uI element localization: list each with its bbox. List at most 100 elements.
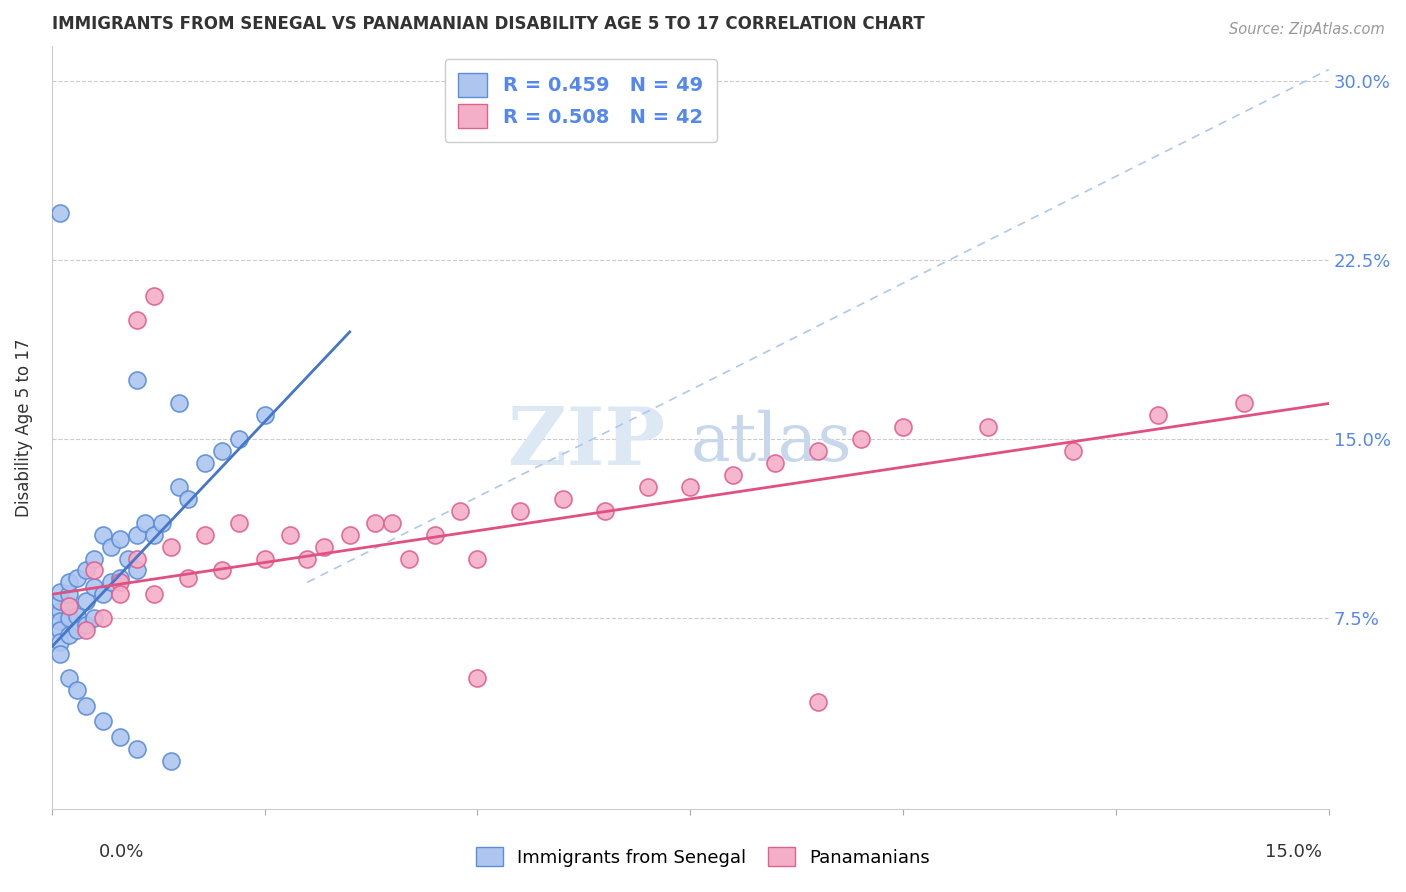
Point bbox=[977, 420, 1000, 434]
Point bbox=[423, 527, 446, 541]
Point bbox=[108, 533, 131, 547]
Point bbox=[169, 396, 191, 410]
Point bbox=[1147, 409, 1170, 423]
Text: Source: ZipAtlas.com: Source: ZipAtlas.com bbox=[1229, 22, 1385, 37]
Point bbox=[160, 540, 183, 554]
Text: 15.0%: 15.0% bbox=[1264, 843, 1322, 861]
Point bbox=[91, 714, 114, 728]
Point bbox=[117, 551, 139, 566]
Point bbox=[849, 432, 872, 446]
Point bbox=[66, 623, 89, 637]
Point bbox=[637, 480, 659, 494]
Point bbox=[551, 491, 574, 506]
Legend: R = 0.459   N = 49, R = 0.508   N = 42: R = 0.459 N = 49, R = 0.508 N = 42 bbox=[444, 59, 717, 142]
Point bbox=[91, 527, 114, 541]
Point bbox=[211, 444, 233, 458]
Point bbox=[66, 608, 89, 623]
Point bbox=[66, 682, 89, 697]
Point bbox=[364, 516, 387, 530]
Point bbox=[58, 611, 80, 625]
Point bbox=[339, 527, 361, 541]
Point bbox=[721, 468, 744, 483]
Point bbox=[381, 516, 404, 530]
Point bbox=[295, 551, 318, 566]
Point bbox=[160, 754, 183, 768]
Point bbox=[1233, 396, 1256, 410]
Point bbox=[142, 527, 165, 541]
Point bbox=[58, 575, 80, 590]
Point bbox=[142, 289, 165, 303]
Point bbox=[228, 516, 250, 530]
Point bbox=[467, 671, 489, 685]
Point bbox=[314, 540, 336, 554]
Point bbox=[100, 540, 122, 554]
Point bbox=[49, 585, 72, 599]
Point bbox=[1062, 444, 1084, 458]
Point bbox=[398, 551, 420, 566]
Point bbox=[194, 456, 217, 470]
Point bbox=[278, 527, 301, 541]
Text: 0.0%: 0.0% bbox=[98, 843, 143, 861]
Point bbox=[177, 571, 200, 585]
Point bbox=[449, 504, 471, 518]
Point bbox=[142, 587, 165, 601]
Point bbox=[58, 671, 80, 685]
Point bbox=[58, 628, 80, 642]
Text: IMMIGRANTS FROM SENEGAL VS PANAMANIAN DISABILITY AGE 5 TO 17 CORRELATION CHART: IMMIGRANTS FROM SENEGAL VS PANAMANIAN DI… bbox=[52, 15, 925, 33]
Point bbox=[253, 551, 276, 566]
Point bbox=[194, 527, 217, 541]
Point bbox=[100, 575, 122, 590]
Point bbox=[509, 504, 531, 518]
Point bbox=[66, 571, 89, 585]
Point bbox=[108, 587, 131, 601]
Point bbox=[58, 599, 80, 614]
Point bbox=[83, 564, 105, 578]
Point bbox=[763, 456, 786, 470]
Point bbox=[83, 551, 105, 566]
Point bbox=[134, 516, 156, 530]
Point bbox=[807, 444, 830, 458]
Point bbox=[125, 564, 148, 578]
Point bbox=[467, 551, 489, 566]
Point bbox=[75, 618, 97, 632]
Point bbox=[58, 587, 80, 601]
Point bbox=[49, 594, 72, 608]
Text: ZIP: ZIP bbox=[508, 403, 665, 482]
Point bbox=[75, 564, 97, 578]
Point bbox=[125, 373, 148, 387]
Point bbox=[125, 742, 148, 756]
Point bbox=[108, 575, 131, 590]
Point bbox=[91, 611, 114, 625]
Point bbox=[49, 635, 72, 649]
Point bbox=[83, 611, 105, 625]
Point bbox=[169, 480, 191, 494]
Point bbox=[125, 527, 148, 541]
Point bbox=[91, 587, 114, 601]
Point bbox=[108, 731, 131, 745]
Point bbox=[211, 564, 233, 578]
Point bbox=[49, 604, 72, 618]
Point bbox=[58, 599, 80, 614]
Point bbox=[49, 205, 72, 219]
Point bbox=[177, 491, 200, 506]
Point bbox=[152, 516, 174, 530]
Point bbox=[108, 571, 131, 585]
Point bbox=[49, 614, 72, 628]
Point bbox=[679, 480, 702, 494]
Point bbox=[125, 551, 148, 566]
Point bbox=[891, 420, 914, 434]
Point bbox=[49, 647, 72, 661]
Point bbox=[593, 504, 616, 518]
Point bbox=[49, 623, 72, 637]
Point bbox=[75, 623, 97, 637]
Text: atlas: atlas bbox=[690, 410, 852, 475]
Point bbox=[125, 313, 148, 327]
Point bbox=[75, 699, 97, 714]
Legend: Immigrants from Senegal, Panamanians: Immigrants from Senegal, Panamanians bbox=[468, 840, 938, 874]
Y-axis label: Disability Age 5 to 17: Disability Age 5 to 17 bbox=[15, 338, 32, 516]
Point bbox=[807, 695, 830, 709]
Point bbox=[83, 580, 105, 594]
Point bbox=[228, 432, 250, 446]
Point bbox=[75, 594, 97, 608]
Point bbox=[253, 409, 276, 423]
